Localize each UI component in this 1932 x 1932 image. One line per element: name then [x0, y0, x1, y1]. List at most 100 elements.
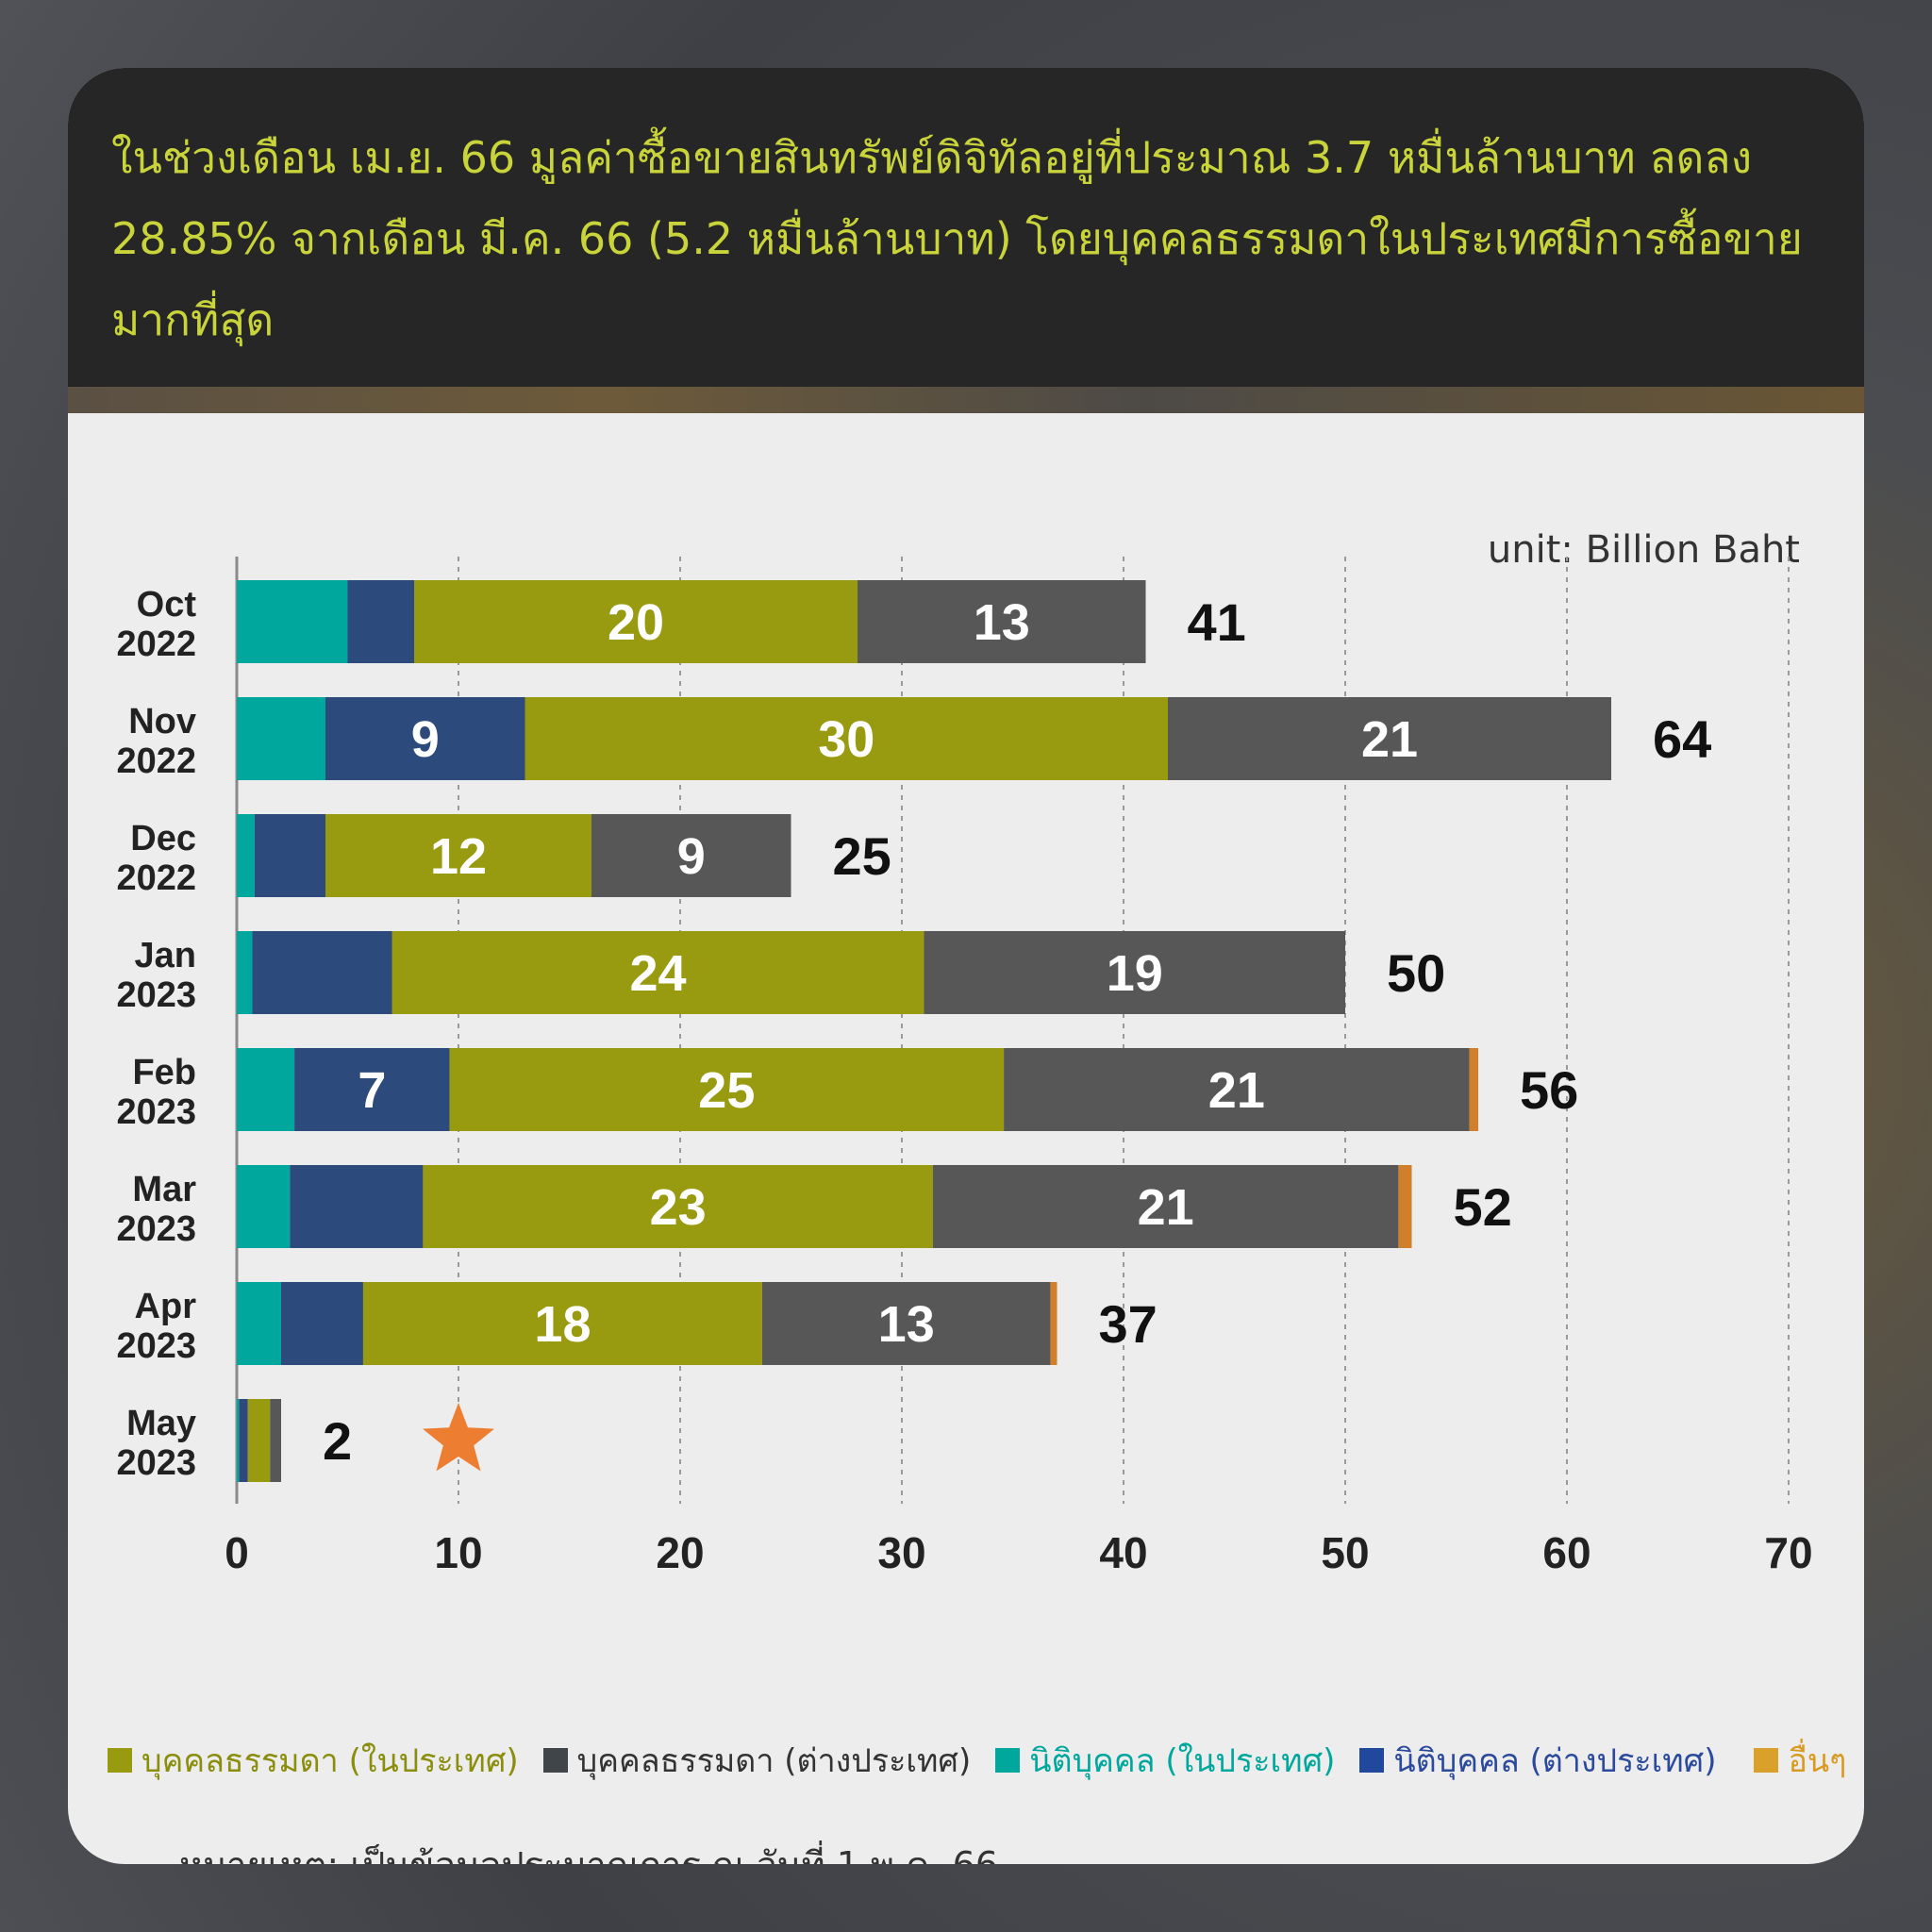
total-label: 25 — [833, 826, 891, 886]
category-label: May — [126, 1404, 196, 1443]
total-label: 37 — [1099, 1294, 1158, 1354]
unit-label: unit: Billion Baht — [1487, 528, 1800, 572]
legend-item: บุคคลธรรมดา (ในประเทศ) — [108, 1735, 519, 1786]
decorative-band — [68, 387, 1864, 413]
x-tick-label: 0 — [225, 1528, 249, 1577]
data-label: 7 — [358, 1062, 386, 1119]
data-label: 20 — [608, 594, 664, 651]
bar-segment — [1168, 697, 1611, 780]
data-label: 12 — [430, 828, 487, 885]
x-tick-label: 30 — [877, 1528, 925, 1577]
bar-segment — [237, 580, 348, 663]
bar-segment — [237, 931, 253, 1014]
x-tick-label: 50 — [1321, 1528, 1369, 1577]
bar-segment — [858, 580, 1146, 663]
data-label: 9 — [411, 711, 440, 768]
bar-segment — [924, 931, 1345, 1014]
category-label: 2022 — [116, 625, 196, 664]
legend-item: นิติบุคคล (ในประเทศ) — [995, 1735, 1335, 1786]
category-label: 2022 — [116, 741, 196, 781]
legend-swatch — [995, 1748, 1021, 1773]
category-label: Feb — [132, 1053, 196, 1092]
bar-segment — [290, 1165, 424, 1248]
data-label: 21 — [1138, 1179, 1194, 1236]
data-label: 13 — [974, 594, 1030, 651]
data-label: 25 — [698, 1062, 755, 1119]
bar-segment — [294, 1048, 450, 1131]
bar-segment — [1050, 1282, 1058, 1365]
category-label: Nov — [128, 702, 196, 741]
bar-segment — [761, 1282, 1051, 1365]
footnote: หมายเหตุ: เป็นข้อมูลประมาณการ ณ วันที่ 1… — [179, 1836, 998, 1864]
bar-segment — [270, 1399, 281, 1482]
bar-segment — [1469, 1048, 1478, 1131]
bar-segment — [449, 1048, 1005, 1131]
x-tick-label: 40 — [1099, 1528, 1147, 1577]
bar-segment — [254, 814, 325, 897]
legend-label: นิติบุคคล (ในประเทศ) — [1029, 1742, 1336, 1780]
category-label: 2023 — [116, 1209, 196, 1249]
total-label: 52 — [1454, 1177, 1512, 1237]
chart-legend: บุคคลธรรมดา (ในประเทศ) บุคคลธรรมดา (ต่างป… — [108, 1734, 1862, 1787]
bar-segment — [237, 814, 255, 897]
legend-item: อื่นๆ — [1754, 1735, 1846, 1786]
category-label: Dec — [130, 819, 196, 858]
bar-segment — [237, 1048, 295, 1131]
bar-segment — [591, 814, 791, 897]
x-tick-label: 10 — [434, 1528, 482, 1577]
category-label: Oct — [137, 585, 197, 625]
bar-segment — [237, 1165, 291, 1248]
category-label: 2023 — [116, 1443, 196, 1483]
headline: ในช่วงเดือน เม.ย. 66 มูลค่าซื้อขายสินทรั… — [111, 132, 1803, 345]
total-label: 64 — [1653, 709, 1711, 769]
bar-segment — [247, 1399, 271, 1482]
bar-segment — [423, 1165, 933, 1248]
x-tick-label: 20 — [656, 1528, 704, 1577]
data-label: 18 — [534, 1296, 591, 1353]
data-label: 13 — [878, 1296, 935, 1353]
legend-label: บุคคลธรรมดา (ต่างประเทศ) — [576, 1742, 972, 1780]
category-label: 2023 — [116, 1092, 196, 1132]
x-tick-label: 60 — [1542, 1528, 1591, 1577]
legend-label: บุคคลธรรมดา (ในประเทศ) — [142, 1742, 519, 1780]
data-label: 30 — [818, 711, 874, 768]
bar-segment — [325, 814, 591, 897]
bar-segment — [325, 697, 525, 780]
bar-segment — [932, 1165, 1399, 1248]
legend-label: อื่นๆ — [1788, 1742, 1847, 1780]
bar-segment — [239, 1399, 248, 1482]
category-label: 2023 — [116, 975, 196, 1015]
bar-segment — [237, 1282, 281, 1365]
category-label: Apr — [135, 1287, 197, 1326]
infographic-card: ในช่วงเดือน เม.ย. 66 มูลค่าซื้อขายสินทรั… — [68, 68, 1864, 1864]
data-label: 24 — [629, 945, 686, 1002]
legend-item: นิติบุคคล (ต่างประเทศ) — [1359, 1735, 1716, 1786]
bar-segment — [391, 931, 924, 1014]
bar-segment — [347, 580, 414, 663]
x-tick-label: 70 — [1764, 1528, 1812, 1577]
bar-segment — [237, 1399, 240, 1482]
star-icon — [423, 1403, 494, 1472]
legend-swatch — [108, 1748, 132, 1773]
total-label: 2 — [323, 1411, 352, 1471]
data-label: 23 — [650, 1179, 707, 1236]
category-label: 2023 — [116, 1326, 196, 1366]
bar-segment — [281, 1282, 363, 1365]
legend-swatch — [1754, 1748, 1779, 1773]
category-label: 2022 — [116, 858, 196, 898]
data-label: 19 — [1107, 945, 1163, 1002]
bar-segment — [414, 580, 858, 663]
total-label: 41 — [1188, 592, 1246, 652]
bar-segment — [237, 697, 325, 780]
bar-segment — [1004, 1048, 1470, 1131]
data-label: 21 — [1208, 1062, 1265, 1119]
total-label: 56 — [1520, 1060, 1578, 1120]
category-label: Mar — [132, 1170, 196, 1209]
data-label: 9 — [677, 828, 706, 885]
legend-swatch — [1359, 1748, 1385, 1773]
header-panel: ในช่วงเดือน เม.ย. 66 มูลค่าซื้อขายสินทรั… — [68, 68, 1864, 387]
bar-segment — [525, 697, 1168, 780]
legend-label: นิติบุคคล (ต่างประเทศ) — [1393, 1742, 1717, 1780]
legend-item: บุคคลธรรมดา (ต่างประเทศ) — [542, 1735, 972, 1786]
